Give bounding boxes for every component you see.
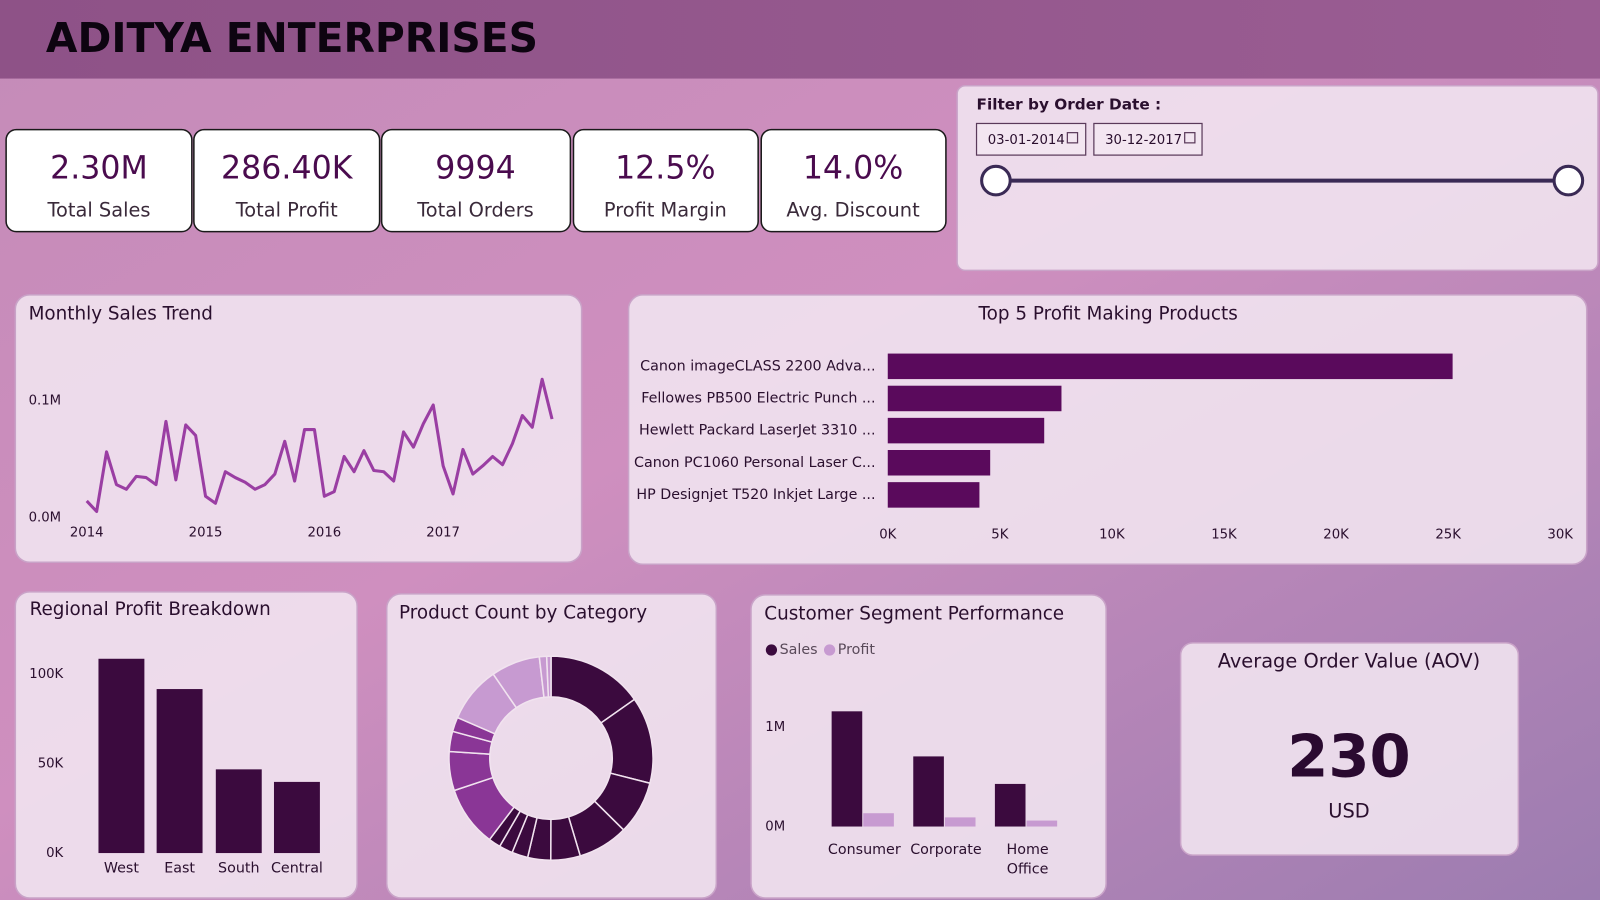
legend-label: Sales xyxy=(780,642,818,658)
card xyxy=(385,593,718,899)
x-tick-label: 15K xyxy=(1211,528,1237,543)
kpi-value: 12.5% xyxy=(615,150,715,186)
x-tick-label: 2017 xyxy=(426,526,460,541)
x-tick-label: East xyxy=(164,860,195,876)
y-tick-label: Hewlett Packard LaserJet 3310 ... xyxy=(639,423,875,439)
header-bar xyxy=(0,0,1600,79)
y-tick-label: 0.1M xyxy=(29,393,62,408)
x-tick-label: Central xyxy=(271,860,323,876)
chart-title: Regional Profit Breakdown xyxy=(30,599,271,620)
x-tick-label: 2014 xyxy=(70,526,104,541)
kpi-label: Total Orders xyxy=(416,199,534,222)
dashboard-title: ADITYA ENTERPRISES xyxy=(46,14,538,62)
aov-card xyxy=(1179,642,1520,856)
kpi-cards xyxy=(5,128,947,233)
chart-title: Top 5 Profit Making Products xyxy=(978,303,1238,324)
kpi-label: Total Profit xyxy=(235,199,338,222)
x-tick-label-box: Corporate xyxy=(910,841,982,859)
y-tick-label: Canon imageCLASS 2200 Adva... xyxy=(640,358,875,374)
bar xyxy=(887,450,991,476)
bar xyxy=(831,711,863,827)
bar xyxy=(156,689,203,854)
y-tick-label: HP Designjet T520 Inkjet Large ... xyxy=(636,487,875,503)
bar xyxy=(887,385,1062,412)
aov-value: 230 xyxy=(1287,721,1411,790)
kpi-card xyxy=(380,128,572,233)
chart-title: Product Count by Category xyxy=(399,602,647,623)
bar xyxy=(887,482,980,508)
bar xyxy=(1026,820,1058,827)
y-tick-label: 50K xyxy=(38,756,64,771)
kpi-label: Avg. Discount xyxy=(786,199,920,222)
bar xyxy=(887,417,1045,444)
slider-handle[interactable] xyxy=(1552,164,1585,197)
bar xyxy=(215,769,262,854)
y-tick-label: Fellowes PB500 Electric Punch ... xyxy=(641,390,875,406)
date-start[interactable]: 03-01-2014 xyxy=(988,133,1065,148)
chart-title: Monthly Sales Trend xyxy=(29,303,213,324)
kpi-label: Total Sales xyxy=(46,199,150,222)
date-input[interactable] xyxy=(1093,122,1203,156)
y-tick-label: 100K xyxy=(29,667,63,682)
x-tick-label: 5K xyxy=(991,528,1008,543)
legend-label: Profit xyxy=(838,642,876,658)
kpi-value: 286.40K xyxy=(221,150,354,186)
donut-slice xyxy=(545,655,552,698)
x-tick-label: Consumer xyxy=(827,841,901,859)
bar xyxy=(863,813,894,827)
y-tick-label: 0M xyxy=(765,820,785,835)
sales-line xyxy=(85,377,554,514)
x-tick-label-box: Home Office xyxy=(1006,841,1049,878)
chart-title: Customer Segment Performance xyxy=(764,603,1064,624)
x-tick-label: West xyxy=(104,860,139,876)
calendar-icon[interactable] xyxy=(1066,132,1079,144)
x-tick-label: Corporate xyxy=(910,841,982,859)
legend-marker xyxy=(823,644,836,656)
filter-title: Filter by Order Date : xyxy=(977,96,1162,114)
bar xyxy=(913,756,944,827)
bar xyxy=(994,783,1026,827)
kpi-card xyxy=(760,128,947,233)
slider-handle[interactable] xyxy=(980,164,1012,197)
x-tick-label: 10K xyxy=(1099,528,1125,543)
date-end[interactable]: 30-12-2017 xyxy=(1105,133,1182,148)
x-tick-label: 2016 xyxy=(307,526,341,541)
kpi-value: 14.0% xyxy=(803,150,903,186)
legend-marker xyxy=(765,644,778,656)
x-tick-label: 0K xyxy=(879,528,896,543)
kpi-value: 2.30M xyxy=(50,150,148,186)
aov-title: Average Order Value (AOV) xyxy=(1218,650,1481,673)
x-tick-label: Home Office xyxy=(1006,841,1049,878)
x-tick-label: 30K xyxy=(1547,528,1573,543)
bar xyxy=(98,658,145,854)
aov-unit: USD xyxy=(1328,800,1369,823)
bar xyxy=(887,353,1453,380)
kpi-card xyxy=(193,128,381,233)
y-tick-label: 0K xyxy=(46,846,63,861)
x-tick-label: South xyxy=(218,860,259,876)
x-tick-label: 20K xyxy=(1323,528,1349,543)
kpi-label: Profit Margin xyxy=(604,199,727,222)
y-tick-label: Canon PC1060 Personal Laser C... xyxy=(634,455,876,471)
kpi-value: 9994 xyxy=(435,150,515,186)
kpi-card xyxy=(5,128,193,233)
y-tick-label: 1M xyxy=(765,720,785,735)
x-tick-label: 25K xyxy=(1435,528,1461,543)
bar xyxy=(944,817,976,827)
card xyxy=(14,294,583,564)
calendar-icon[interactable] xyxy=(1184,132,1196,144)
bar xyxy=(273,781,320,854)
x-tick-label: 2015 xyxy=(189,526,223,541)
kpi-card xyxy=(572,128,759,233)
x-tick-label-box: Consumer xyxy=(827,841,901,859)
y-tick-label: 0.0M xyxy=(29,510,62,525)
